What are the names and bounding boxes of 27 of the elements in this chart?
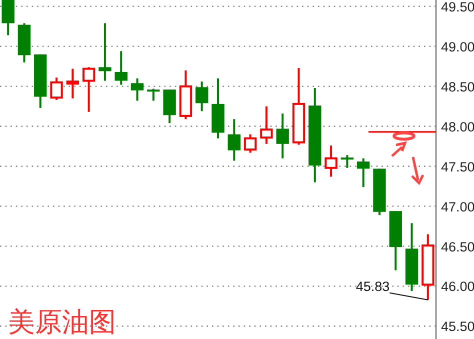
candlestick <box>130 77 144 102</box>
candlestick <box>340 154 354 169</box>
candlestick <box>356 157 370 188</box>
candlestick <box>276 112 289 160</box>
y-tick-label: 49.50 <box>441 0 474 14</box>
candlestick <box>82 66 96 113</box>
candlestick <box>260 105 273 145</box>
candlestick <box>66 68 80 100</box>
candlestick <box>324 144 338 178</box>
y-tick-label: 48.50 <box>441 79 474 94</box>
candlestick <box>244 133 257 154</box>
annotation: 45.83 <box>356 278 390 294</box>
y-tick-label: 48.00 <box>441 119 474 134</box>
y-tick-label: 47.50 <box>441 159 474 174</box>
y-tick-label: 47.00 <box>441 199 474 214</box>
y-tick-label: 45.50 <box>441 319 474 334</box>
text: 美原油图 <box>8 307 116 338</box>
candlestick <box>50 76 63 101</box>
candlestick <box>196 80 208 112</box>
y-tick-label: 49.00 <box>441 39 474 54</box>
y-tick-label: 46.00 <box>441 279 474 294</box>
candlestick <box>228 118 240 162</box>
y-tick-label: 46.50 <box>441 239 474 254</box>
candlestick <box>114 50 128 86</box>
candlestick <box>2 0 14 36</box>
candlestick <box>147 88 160 102</box>
candlestick <box>98 22 112 82</box>
